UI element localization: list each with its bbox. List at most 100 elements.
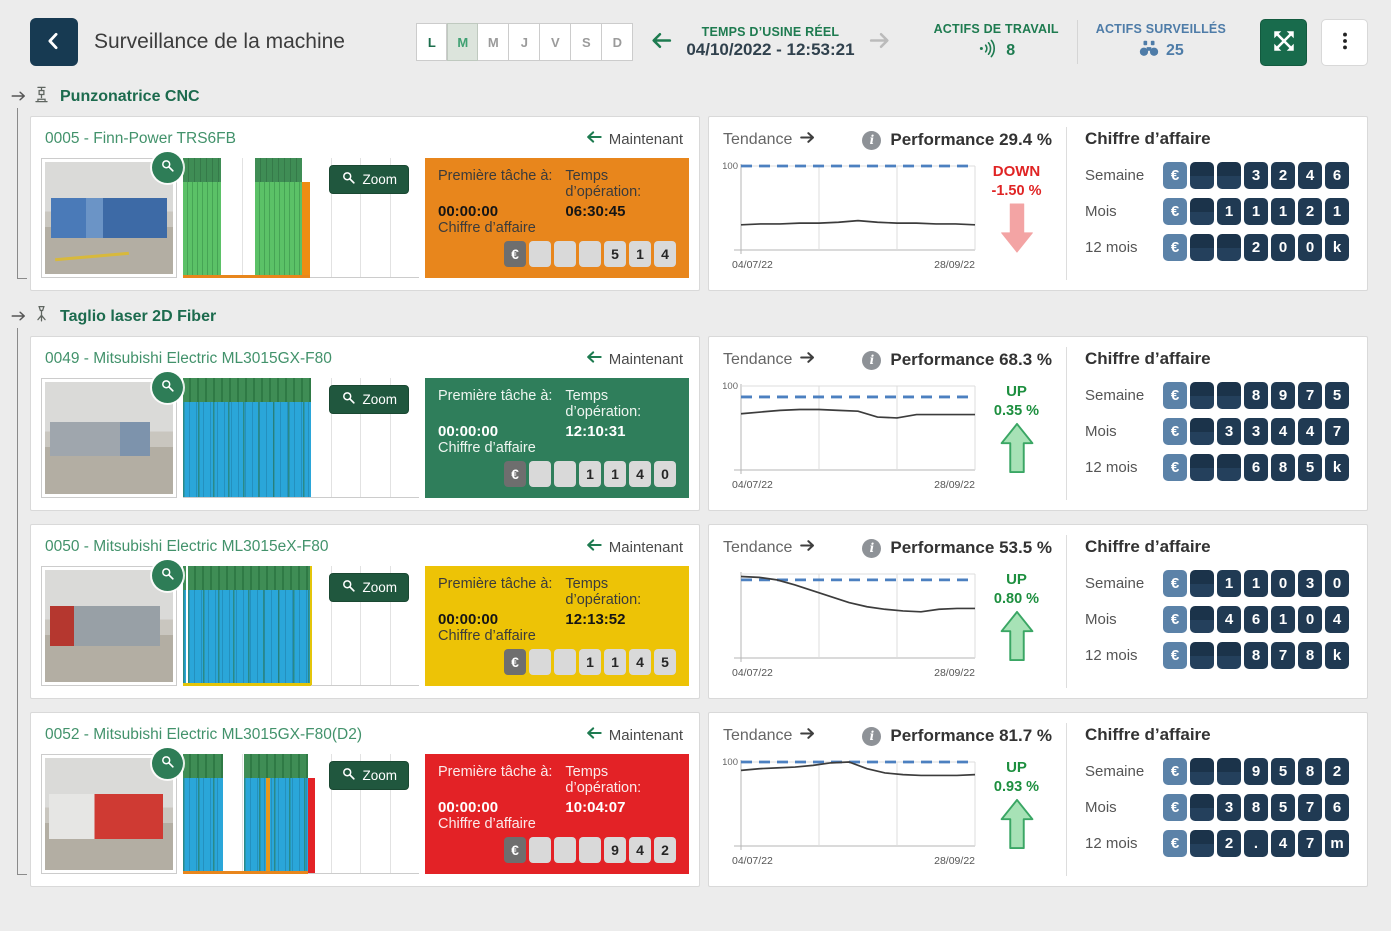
trend-direction-arrow-icon [999,202,1035,259]
working-assets-widget: ACTIFS DE TRAVAIL 8 [916,22,1077,63]
trend-link[interactable]: Tendance [723,348,817,372]
counter-digit-tile: 9 [604,837,626,863]
machine-photo[interactable] [41,152,183,278]
counter-digit-tile: 1 [1325,198,1349,225]
trend-link[interactable]: Tendance [723,536,817,560]
now-label: Maintenant [608,538,683,556]
counter-digit-tile: 6 [1244,454,1268,481]
zoom-button[interactable]: Zoom [329,385,409,414]
day-button-J[interactable]: J [509,23,541,61]
timeline-chart[interactable]: Zoom [183,566,419,686]
machine-photo-image [45,570,173,682]
info-icon[interactable]: i [862,538,882,558]
machine-photo[interactable] [41,748,183,874]
day-button-L[interactable]: L [416,23,448,61]
machine-name-link[interactable]: 0005 - Finn-Power TRS6FB [45,130,236,147]
magnifier-badge[interactable] [152,748,183,779]
revenue-panel: Chiffre d’affaire Semaine €3 2 4 6 Mois €1 1… [1067,117,1367,290]
timeline-gridline [360,566,361,685]
timeline-chart[interactable]: Zoom [183,158,419,278]
timeline-chart[interactable]: Zoom [183,754,419,874]
machine-name-link[interactable]: 0049 - Mitsubishi Electric ML3015GX-F80 [45,350,332,367]
counter-digit-tile: 5 [1298,454,1322,481]
machine-photo[interactable] [41,560,183,686]
magnifier-badge[interactable] [152,560,183,591]
counter-digit-tile: 0 [1298,234,1322,261]
performance-value: 68.3 % [999,350,1052,369]
counter-blank-tile [1190,758,1214,785]
info-icon[interactable]: i [862,350,882,370]
fullscreen-button[interactable] [1260,18,1307,66]
magnifier-badge[interactable] [152,152,183,183]
zoom-button[interactable]: Zoom [329,761,409,790]
twelve-months-revenue-counter: €2. 4 7 m [1160,830,1349,857]
counter-digit-tile: 2 [1298,198,1322,225]
week-label: Semaine [1085,575,1145,592]
now-label: Maintenant [608,130,683,148]
working-assets-label: ACTIFS DE TRAVAIL [933,21,1059,36]
counter-euro-tile: € [1163,830,1187,857]
now-marker: Maintenant [584,535,683,559]
counter-digit-tile: 8 [1271,454,1295,481]
performance-value: 53.5 % [999,538,1052,557]
machine-name-link[interactable]: 0050 - Mitsubishi Electric ML3015eX-F80 [45,538,329,555]
counter-digit-tile: 3 [1217,794,1241,821]
operation-time-label: Temps d’opération: [565,576,642,608]
more-options-button[interactable] [1321,18,1368,66]
next-day-button[interactable] [865,26,894,58]
counter-digit-tile: 4 [629,837,651,863]
counter-euro-tile: € [1163,758,1187,785]
trend-link[interactable]: Tendance [723,128,817,152]
info-icon[interactable]: i [862,130,882,150]
day-button-D[interactable]: D [602,23,634,61]
back-button[interactable] [30,18,78,66]
now-label: Maintenant [608,350,683,368]
magnifier-icon [341,578,356,596]
first-task-label: Première tâche à: [438,764,553,780]
trend-chart: 100 04/07/22 28/09/22 [722,158,981,277]
prev-day-button[interactable] [647,26,676,58]
timeline-chart[interactable]: Zoom [183,378,419,498]
revenue-panel: Chiffre d’affaire Semaine €1 1 0 3 0 Mois €4… [1067,525,1367,698]
counter-blank-tile [1190,794,1214,821]
trend-link[interactable]: Tendance [723,724,817,748]
counter-digit-tile: 4 [1325,606,1349,633]
zoom-button[interactable]: Zoom [329,165,409,194]
trend-arrow-icon [798,536,817,560]
now-label: Maintenant [608,726,683,744]
counter-digit-tile: 2 [1217,830,1241,857]
timeline-gridline [330,566,332,685]
counter-digit-tile: 5 [604,241,626,267]
counter-digit-tile: 8 [1244,794,1268,821]
timeline-gridline [242,754,243,873]
first-task-value: 00:00:00 [438,799,499,816]
machine-name-link[interactable]: 0052 - Mitsubishi Electric ML3015GX-F80(… [45,726,363,743]
counter-euro-tile: € [1163,198,1187,225]
week-revenue-counter: €3 2 4 6 [1160,162,1349,189]
week-label: Semaine [1085,763,1145,780]
month-label: Mois [1085,611,1117,628]
binoculars-icon [1138,39,1160,63]
counter-digit-tile: 3 [1298,570,1322,597]
counter-digit-tile: 8 [1244,382,1268,409]
info-icon[interactable]: i [862,726,882,746]
counter-digit-tile: 7 [1298,830,1322,857]
day-button-M[interactable]: M [478,23,510,61]
zoom-button[interactable]: Zoom [329,573,409,602]
counter-euro-tile: € [504,241,526,267]
timeline-gridline [330,378,332,497]
machine-photo[interactable] [41,372,183,498]
day-button-M[interactable]: M [447,23,479,61]
revenue-title: Chiffre d’affaire [1085,349,1211,368]
day-button-S[interactable]: S [571,23,603,61]
twelve-months-label: 12 mois [1085,647,1138,664]
twelve-months-label: 12 mois [1085,239,1138,256]
performance-readout: i Performance 53.5 % [862,538,1052,558]
first-task-value: 00:00:00 [438,203,499,220]
expand-arrows-icon [1271,28,1297,57]
magnifier-badge[interactable] [152,372,183,403]
day-button-V[interactable]: V [540,23,572,61]
timeline-segment-work-blue [188,566,310,685]
